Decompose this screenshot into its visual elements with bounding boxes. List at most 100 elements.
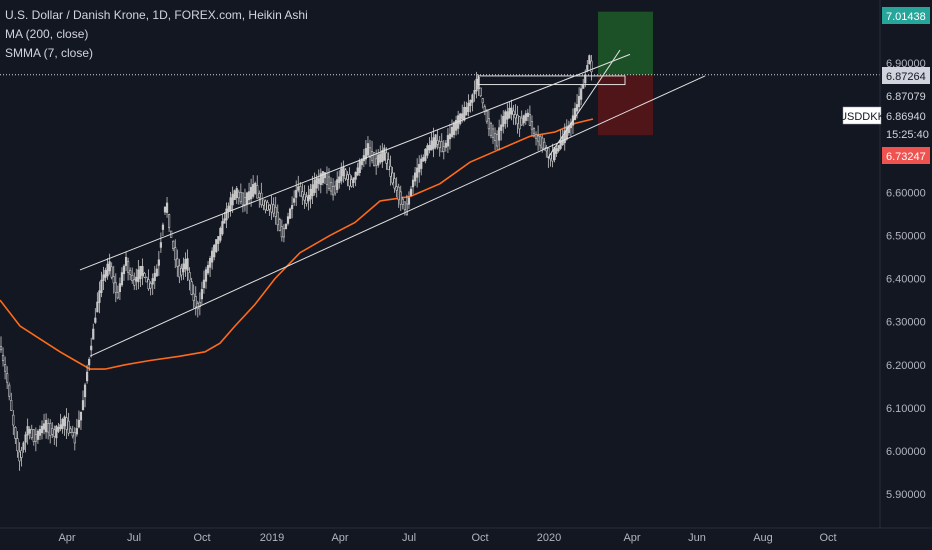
candle [370,140,374,164]
candle-body [143,273,146,278]
candle [59,413,62,432]
x-tick-label: Oct [193,532,210,544]
candle-body [51,428,54,435]
candle-body [426,145,429,156]
candle [178,258,181,284]
candle [83,382,87,408]
candle [491,124,495,144]
candle [1,347,5,367]
candle [202,270,206,294]
candle-body [57,426,60,432]
candle-body [16,438,19,452]
candle-body [161,224,165,230]
candle-body [495,134,499,147]
moving-average-layer [0,118,594,370]
candle [262,199,265,211]
candle [237,189,240,205]
candle [120,267,124,287]
candle [209,255,212,278]
candle-body [391,172,394,184]
candle-body [440,141,443,153]
candle [393,172,396,193]
candle [40,420,44,440]
candle-body [528,114,531,126]
candle-body [313,179,316,193]
candle-body [233,190,236,200]
candle-body [141,266,144,276]
candle [342,160,345,183]
risk-reward-zones [598,11,653,136]
candle [215,239,218,254]
candle-body [506,111,509,120]
candle [358,158,361,176]
candle [395,177,398,198]
candle [444,139,447,152]
candle [141,258,144,286]
candle [409,185,413,197]
candle [278,217,281,232]
candle [483,104,486,116]
candle-body [213,244,216,258]
candle [67,412,70,437]
candle-body [559,139,562,149]
candle-body [284,223,288,229]
candle [264,199,267,214]
candle [221,213,224,236]
candle [217,236,220,252]
candle [4,356,7,380]
y-tick-label: 6.20000 [886,360,926,372]
candle [487,110,491,137]
candle-body [563,130,566,144]
candle-body [286,216,290,224]
candle [258,190,261,208]
candle [127,257,130,281]
candle-body [577,95,581,107]
candle-body [32,429,35,443]
candle-body [168,214,171,228]
candle [493,127,497,151]
candle-body [47,423,50,433]
candle-body [1,354,5,362]
candle [235,185,238,204]
candle-body [225,208,228,221]
candle [440,133,443,153]
candle-body [582,84,585,89]
candle-body [118,283,121,292]
candle [75,418,78,437]
candle-body [163,206,167,213]
candle [22,441,25,453]
candle-body [81,400,85,411]
candle-body [104,269,107,278]
candle-body [479,87,482,97]
trendline-2 [89,75,706,357]
candle [196,300,199,318]
candle-body [543,141,546,149]
candle [350,175,353,188]
symbol-badge [842,106,882,125]
candle [8,382,11,401]
candle-body [448,133,452,140]
candle [463,101,466,122]
candle-body [229,197,232,211]
candle [379,145,382,165]
candle-body [411,179,415,188]
candle-body [116,292,119,299]
candle [149,281,152,296]
candle-body [254,182,257,194]
candle [73,427,76,451]
candle [397,183,400,208]
candle [161,222,165,237]
candle [204,266,208,289]
candle [539,134,542,150]
candle [590,55,593,81]
candle [422,154,425,162]
candle [577,87,581,111]
candle-body [450,127,454,137]
candle [567,120,570,136]
candle-body [20,450,23,458]
candle [186,249,189,282]
candle-body [223,218,226,224]
candle [198,292,201,316]
candle [391,166,394,186]
